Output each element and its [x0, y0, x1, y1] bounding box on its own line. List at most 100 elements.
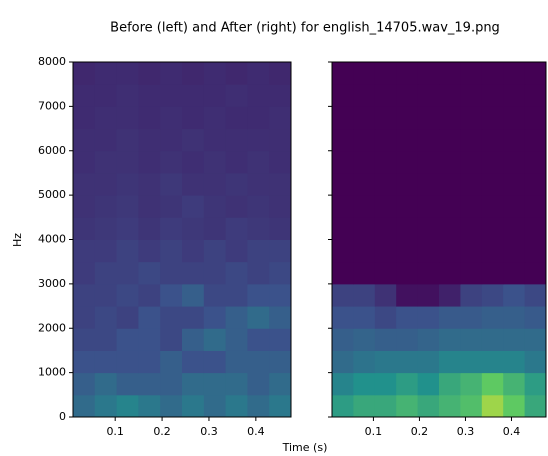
heatmap-cell	[182, 328, 205, 351]
heatmap-cell	[439, 394, 461, 418]
heatmap-cell	[374, 283, 397, 307]
y-tick-label: 8000	[38, 55, 66, 68]
heatmap-cell	[524, 217, 547, 240]
heatmap-cell	[417, 261, 440, 285]
heatmap-cell	[203, 394, 227, 418]
heatmap-cell	[203, 62, 227, 85]
heatmap-cell	[225, 195, 248, 218]
heatmap-cell	[481, 350, 504, 374]
y-tick-label: 7000	[38, 99, 66, 112]
heatmap-cell	[269, 261, 292, 285]
heatmap-cell	[116, 84, 139, 107]
heatmap-cell	[396, 239, 419, 263]
heatmap-cell	[374, 394, 397, 418]
heatmap-cell	[247, 239, 270, 263]
heatmap-cell	[503, 128, 526, 152]
heatmap-cell	[460, 350, 483, 374]
heatmap-cell	[524, 150, 547, 174]
heatmap-cell	[417, 62, 440, 85]
heatmap-cell	[225, 62, 248, 85]
heatmap-cell	[524, 106, 547, 130]
heatmap-cell	[332, 239, 354, 263]
heatmap-cell	[269, 239, 292, 263]
heatmap-cell	[353, 128, 376, 152]
heatmap-cell	[94, 84, 118, 107]
heatmap-cell	[332, 328, 354, 351]
heatmap-cell	[73, 106, 96, 130]
heatmap-cell	[460, 239, 483, 263]
heatmap-cell	[417, 150, 440, 174]
heatmap-cell	[353, 261, 376, 285]
heatmap-cell	[460, 128, 483, 152]
heatmap-cell	[396, 106, 419, 130]
heatmap-cell	[182, 106, 205, 130]
heatmap-cell	[332, 106, 354, 130]
heatmap-cell	[332, 306, 354, 329]
heatmap-cell	[203, 128, 227, 152]
heatmap-cell	[247, 328, 270, 351]
heatmap-cell	[396, 394, 419, 418]
heatmap-cell	[73, 350, 96, 374]
heatmap-cell	[182, 372, 205, 396]
heatmap-cell	[73, 217, 96, 240]
heatmap-cell	[503, 150, 526, 174]
heatmap-cell	[94, 372, 118, 396]
heatmap-cell	[247, 128, 270, 152]
heatmap-cell	[203, 328, 227, 351]
heatmap-cell	[396, 84, 419, 107]
heatmap-cell	[73, 150, 96, 174]
heatmap-cell	[203, 217, 227, 240]
heatmap-cell	[524, 239, 547, 263]
heatmap-cell	[94, 328, 118, 351]
heatmap-cell	[332, 394, 354, 418]
heatmap-cell	[225, 106, 248, 130]
heatmap-cell	[203, 372, 227, 396]
heatmap-cell	[417, 106, 440, 130]
heatmap-cell	[94, 394, 118, 418]
heatmap-cell	[94, 128, 118, 152]
heatmap-cell	[374, 84, 397, 107]
heatmap-cell	[225, 172, 248, 196]
heatmap-cell	[396, 217, 419, 240]
heatmap-cell	[225, 150, 248, 174]
heatmap-cell	[417, 306, 440, 329]
heatmap-cell	[374, 239, 397, 263]
heatmap-cell	[503, 239, 526, 263]
y-axis-label: Hz	[11, 233, 24, 247]
heatmap-cell	[225, 306, 248, 329]
heatmap-cell	[353, 62, 376, 85]
heatmap-cell	[116, 150, 139, 174]
heatmap-cell	[439, 306, 461, 329]
heatmap-cell	[503, 217, 526, 240]
heatmap-cell	[374, 350, 397, 374]
heatmap-cell	[396, 172, 419, 196]
heatmap-cell	[503, 172, 526, 196]
heatmap-cell	[269, 128, 292, 152]
heatmap-cell	[396, 62, 419, 85]
heatmap-cell	[138, 261, 161, 285]
heatmap-cell	[203, 84, 227, 107]
heatmap-cell	[524, 394, 547, 418]
heatmap-cell	[160, 195, 183, 218]
heatmap-cell	[182, 150, 205, 174]
heatmap-cell	[460, 62, 483, 85]
heatmap-cell	[524, 283, 547, 307]
heatmap-cell	[225, 217, 248, 240]
heatmap-cell	[481, 172, 504, 196]
heatmap-cell	[353, 150, 376, 174]
heatmap-cell	[182, 306, 205, 329]
heatmap-cell	[460, 328, 483, 351]
heatmap-cell	[182, 261, 205, 285]
heatmap-cell	[247, 350, 270, 374]
heatmap-cell	[417, 172, 440, 196]
heatmap-cell	[160, 150, 183, 174]
heatmap-cell	[116, 350, 139, 374]
heatmap-cell	[417, 283, 440, 307]
heatmap-cell	[94, 306, 118, 329]
heatmap-cell	[524, 306, 547, 329]
heatmap-cell	[481, 84, 504, 107]
heatmap-cell	[374, 261, 397, 285]
heatmap-cell	[439, 328, 461, 351]
heatmap-cell	[247, 172, 270, 196]
heatmap-cell	[203, 283, 227, 307]
